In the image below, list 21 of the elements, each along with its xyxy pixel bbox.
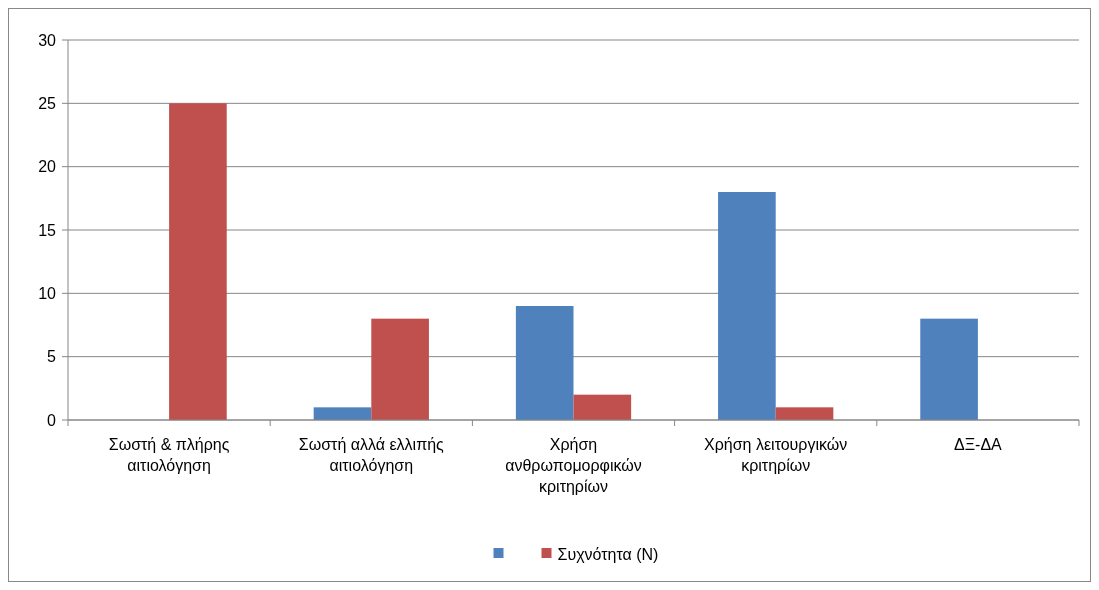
bar — [573, 394, 632, 420]
bar — [775, 407, 834, 420]
y-tick-label: 30 — [38, 31, 57, 49]
x-tick-label: Χρήση λειτουργικών κριτηρίων — [704, 436, 848, 474]
x-tick-label: Χρήση ανθρωπομορφικών κριτηρίων — [505, 436, 642, 495]
y-tick-label: 0 — [47, 411, 57, 429]
legend-label: Συχνότητα (Ν) — [557, 545, 659, 563]
bar — [169, 103, 227, 420]
x-tick-label: ΔΞ-ΔΑ — [954, 436, 1003, 453]
y-tick-label: 15 — [38, 221, 57, 239]
bar — [313, 407, 372, 420]
bar — [718, 192, 776, 420]
x-tick-label: Σωστή & πλήρης αιτιολόγηση — [108, 436, 230, 474]
bar — [920, 318, 978, 420]
bar — [515, 306, 574, 420]
y-tick-label: 5 — [47, 348, 57, 366]
y-tick-label: 20 — [38, 158, 57, 176]
bar — [371, 318, 429, 420]
x-tick-label: Σωστή αλλά ελλιπής αιτιολόγηση — [298, 436, 445, 474]
y-tick-label: 10 — [38, 284, 57, 302]
y-tick-label: 25 — [38, 94, 57, 112]
